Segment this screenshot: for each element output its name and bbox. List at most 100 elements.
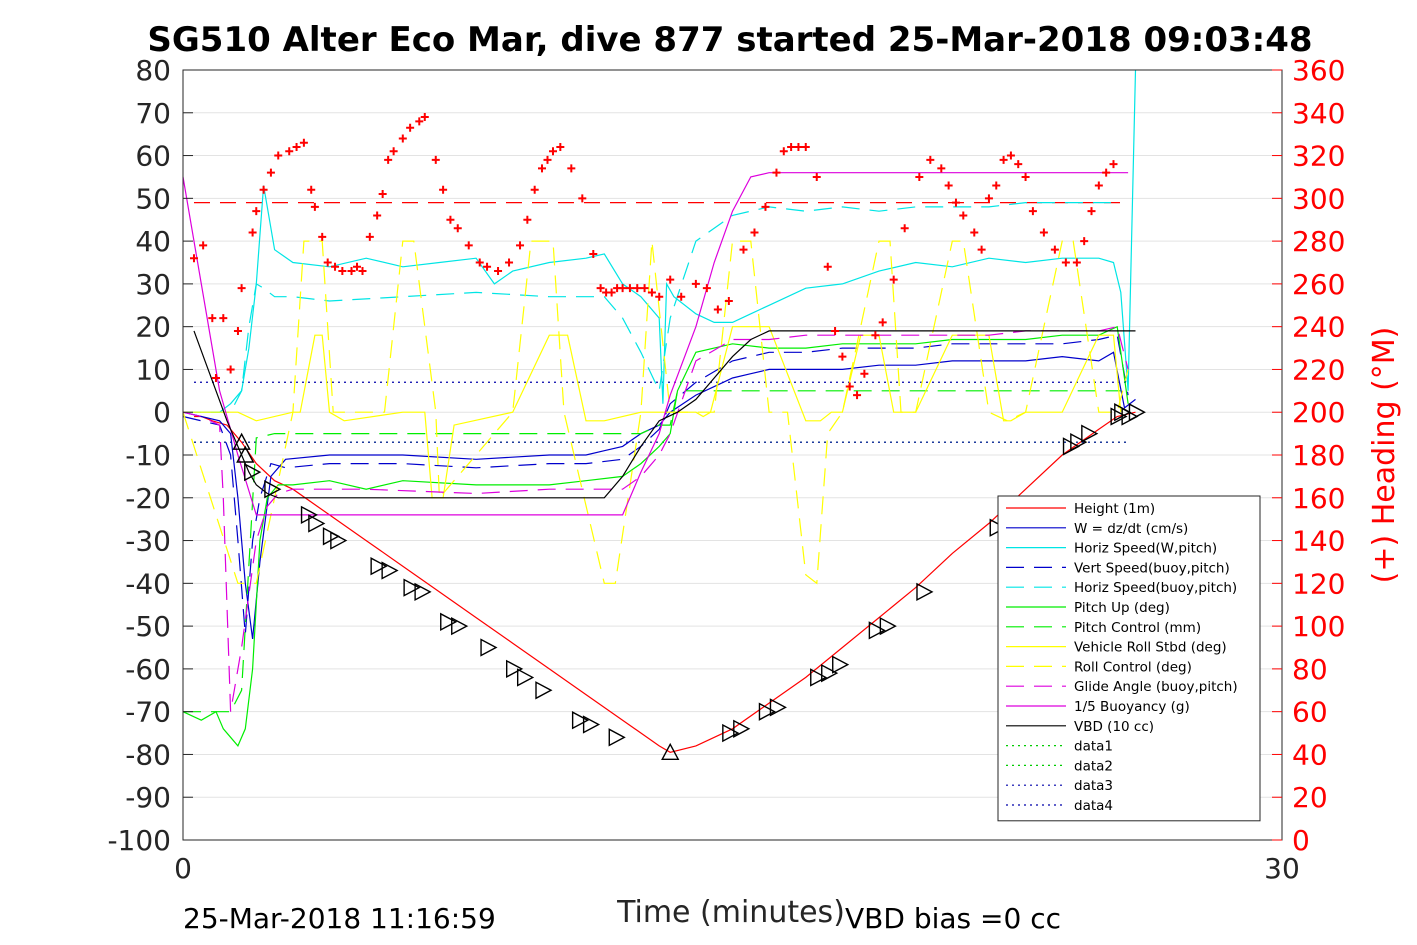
- legend-label: W = dz/dt (cm/s): [1074, 521, 1188, 537]
- y2-tick-label: 240: [1292, 311, 1345, 344]
- legend-label: Pitch Up (deg): [1074, 600, 1170, 616]
- series-line-9: [182, 325, 1129, 712]
- height-marker: [571, 711, 590, 730]
- height-marker: [733, 719, 751, 738]
- heading-marker: [878, 318, 887, 327]
- heading-marker: [373, 211, 382, 220]
- height-marker: [440, 612, 458, 631]
- heading-marker: [274, 151, 283, 160]
- heading-marker: [1014, 160, 1023, 169]
- y2-tick-label: 280: [1292, 225, 1345, 258]
- height-marker: [370, 557, 388, 576]
- y-tick-label: -40: [125, 567, 171, 600]
- legend-label: Height (1m): [1074, 501, 1155, 517]
- heading-marker: [625, 284, 634, 293]
- legend-label: data2: [1074, 758, 1113, 774]
- heading-marker: [189, 254, 198, 263]
- height-marker: [403, 578, 421, 597]
- heading-marker: [219, 314, 228, 323]
- height-marker: [1070, 432, 1088, 452]
- heading-marker: [1021, 172, 1030, 181]
- heading-marker: [871, 331, 880, 340]
- series-line-3: [182, 334, 1129, 635]
- right-axis-label: (+) Heading (°M): [1367, 327, 1402, 584]
- series-line-4: [183, 202, 1118, 413]
- heading-marker: [211, 374, 220, 382]
- y-tick-label: 70: [135, 97, 171, 130]
- height-marker: [264, 480, 282, 499]
- height-marker: [330, 531, 348, 550]
- heading-marker: [596, 284, 605, 293]
- heading-marker: [252, 207, 261, 216]
- y-tick-label: 50: [135, 182, 171, 215]
- heading-marker: [926, 155, 935, 164]
- x-tick-label: 0: [174, 852, 192, 885]
- heading-marker: [248, 228, 257, 237]
- heading-marker: [347, 267, 356, 276]
- heading-marker: [237, 284, 246, 293]
- heading-marker: [259, 185, 268, 194]
- heading-marker: [439, 185, 448, 194]
- height-marker: [868, 621, 886, 640]
- heading-marker: [567, 164, 576, 173]
- heading-marker: [494, 267, 503, 276]
- height-marker: [722, 723, 740, 743]
- heading-marker: [299, 138, 308, 147]
- heading-marker: [772, 168, 781, 177]
- y-tick-label: 80: [135, 54, 171, 87]
- heading-marker: [787, 143, 796, 151]
- right-axis-ticks: 3603403203002802602402202001801601401201…: [1272, 54, 1345, 857]
- height-marker: [381, 561, 399, 580]
- heading-marker: [951, 198, 960, 207]
- heading-marker: [292, 143, 301, 151]
- heading-marker: [226, 365, 235, 374]
- y2-tick-label: 100: [1292, 610, 1345, 643]
- height-marker: [916, 582, 934, 602]
- y-tick-label: -20: [125, 482, 171, 515]
- x-axis-ticks: 0 30: [174, 852, 1300, 885]
- height-marker: [232, 432, 251, 450]
- heading-marker: [607, 288, 616, 297]
- heading-marker: [365, 232, 374, 241]
- heading-marker: [860, 369, 869, 378]
- height-marker: [832, 655, 850, 674]
- heading-marker: [310, 202, 319, 211]
- heading-marker: [384, 155, 393, 164]
- heading-marker: [713, 305, 722, 314]
- heading-marker: [420, 113, 429, 122]
- y-tick-label: 10: [135, 353, 171, 386]
- legend-label: Horiz Speed(W,pitch): [1074, 541, 1217, 557]
- heading-marker: [208, 314, 217, 323]
- heading-marker: [1006, 151, 1015, 160]
- heading-marker: [647, 288, 656, 297]
- heading-marker: [739, 245, 748, 254]
- heading-marker: [464, 241, 473, 250]
- height-marker: [608, 728, 626, 747]
- height-marker: [661, 742, 680, 761]
- series-line-5: [182, 325, 1129, 748]
- legend-label: data1: [1074, 739, 1113, 755]
- heading-marker: [589, 249, 598, 258]
- heading-marker: [724, 297, 733, 305]
- legend-label: Vert Speed(buoy,pitch): [1074, 560, 1230, 576]
- legend-label: 1/5 Buoyancy (g): [1074, 699, 1190, 715]
- x-axis-label: Time (minutes): [616, 895, 845, 930]
- legend: Height (1m) W = dz/dt (cm/s) Horiz Speed(W…: [997, 495, 1261, 822]
- heading-marker: [516, 241, 525, 250]
- heading-marker: [1109, 160, 1118, 169]
- height-marker: [1081, 424, 1099, 443]
- height-marker: [414, 582, 432, 602]
- y2-tick-label: 340: [1292, 97, 1345, 130]
- heading-marker: [556, 143, 565, 151]
- height-marker: [582, 715, 601, 734]
- plot-area: [182, 70, 1146, 761]
- heading-marker: [999, 155, 1008, 164]
- height-marker: [308, 514, 326, 533]
- legend-label: Horiz Speed(buoy,pitch): [1074, 580, 1237, 596]
- heading-marker: [984, 194, 993, 203]
- legend-box: [997, 495, 1261, 822]
- height-marker: [451, 616, 469, 636]
- heading-marker: [285, 147, 294, 156]
- heading-marker: [831, 326, 840, 335]
- heading-marker: [959, 211, 968, 220]
